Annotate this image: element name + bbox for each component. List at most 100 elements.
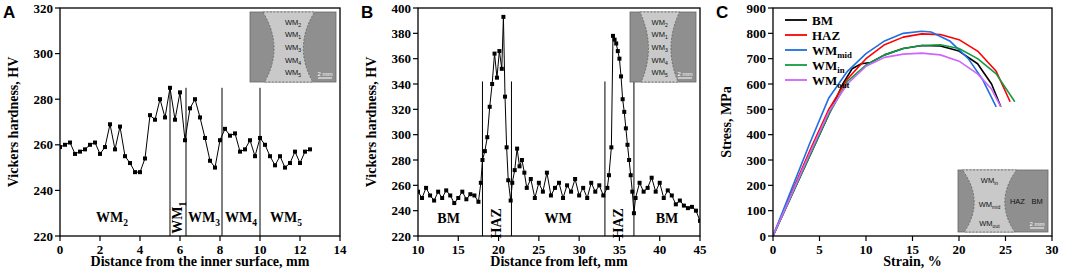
label-sub: 5 — [298, 72, 301, 78]
data-point — [638, 181, 642, 185]
y-tick — [413, 109, 418, 110]
data-point — [485, 135, 489, 139]
label-sub: mid — [837, 50, 852, 60]
label-main: WM — [652, 68, 665, 77]
zone-divider — [186, 88, 187, 236]
data-point — [625, 143, 629, 147]
legend-label: BM — [812, 13, 833, 28]
data-point — [569, 190, 573, 194]
data-point — [525, 186, 529, 190]
data-point — [440, 196, 444, 200]
data-point — [585, 196, 589, 200]
inset-image: WMinHAZBMWMmidWMout2 mm — [958, 170, 1048, 232]
series-line — [773, 45, 1015, 236]
y-tick — [768, 109, 773, 110]
zone-label: WM1 — [170, 202, 188, 234]
data-point — [627, 158, 631, 162]
data-point — [614, 41, 618, 45]
y-tick — [768, 7, 773, 8]
y-tick-label: 320 — [392, 102, 412, 117]
y-tick-label: 240 — [34, 183, 54, 198]
data-point — [537, 181, 541, 185]
label-sub: 5 — [297, 218, 302, 228]
data-point — [520, 158, 524, 162]
data-point — [577, 193, 581, 197]
data-point — [428, 193, 432, 197]
x-tick-label: 45 — [694, 242, 708, 257]
inset-label: BM — [1032, 197, 1043, 206]
label-main: WM — [652, 30, 665, 39]
x-tick — [579, 236, 580, 241]
data-point — [593, 190, 597, 194]
data-point — [452, 201, 456, 205]
y-tick — [768, 210, 773, 211]
data-point — [479, 181, 483, 185]
inset-scale-label: 2 mm — [318, 71, 333, 77]
y-tick-label: 280 — [392, 153, 412, 168]
x-tick — [259, 236, 260, 241]
label-sub: 5 — [665, 72, 668, 78]
y-tick-label: 200 — [747, 178, 767, 193]
legend-label: HAZ — [812, 28, 841, 43]
data-point — [529, 177, 533, 181]
data-point — [533, 196, 537, 200]
y-tick — [55, 53, 60, 54]
y-tick-label: 100 — [747, 203, 767, 218]
zone-label: WM5 — [270, 210, 302, 228]
zone-divider — [222, 88, 223, 236]
label-main: WM — [812, 73, 837, 88]
data-point — [573, 177, 577, 181]
legend-swatch — [785, 19, 807, 21]
data-point — [632, 211, 636, 215]
x-tick-label: 0 — [57, 242, 64, 257]
inset-label: WM2 — [285, 18, 301, 28]
data-point — [73, 152, 77, 156]
label-main: WM — [285, 68, 298, 77]
label-sub: 2 — [298, 22, 301, 28]
x-tick — [958, 236, 959, 241]
x-tick — [417, 236, 418, 241]
data-point — [468, 192, 472, 196]
data-point — [650, 176, 654, 180]
data-point — [541, 190, 545, 194]
data-point — [561, 196, 565, 200]
y-tick-label: 300 — [747, 153, 767, 168]
inset-label: WM1 — [285, 30, 301, 40]
data-point — [143, 156, 147, 160]
y-tick-label: 260 — [34, 137, 54, 152]
inset-label: WMout — [979, 219, 1000, 229]
label-sub: 3 — [215, 218, 220, 228]
label-main: WM — [652, 56, 665, 65]
y-tick-label: 700 — [747, 51, 767, 66]
label-main: WM — [225, 210, 252, 225]
x-axis-label: Distance from the inner surface, mm — [91, 254, 310, 269]
data-point — [624, 126, 628, 130]
legend-swatch — [785, 34, 807, 36]
x-tick-label: 10 — [860, 242, 873, 257]
data-point — [308, 147, 312, 151]
data-point — [634, 196, 638, 200]
plot-frame — [773, 8, 1052, 236]
plot-area — [773, 31, 1015, 236]
plot-frame — [418, 8, 700, 236]
x-tick — [1005, 236, 1006, 241]
data-point — [557, 181, 561, 185]
data-point — [273, 163, 277, 167]
label-main: WM — [188, 210, 215, 225]
inset-image: WM2WM1WM3WM4WM52 mm — [250, 12, 336, 82]
data-point — [616, 49, 620, 53]
data-point — [497, 49, 501, 53]
data-point — [78, 150, 82, 154]
label-main: WM — [285, 18, 298, 27]
x-tick — [699, 236, 700, 241]
inset-label: WM5 — [285, 68, 301, 78]
label-main: WM — [979, 200, 992, 209]
y-tick-label: 300 — [34, 46, 54, 61]
zone-divider — [260, 88, 261, 236]
series-line — [418, 17, 700, 221]
zone-label: HAZ — [489, 208, 504, 238]
x-tick-label: 25 — [999, 242, 1013, 257]
data-point — [617, 57, 621, 61]
data-point — [506, 178, 510, 182]
label-sub: 1 — [298, 34, 301, 40]
